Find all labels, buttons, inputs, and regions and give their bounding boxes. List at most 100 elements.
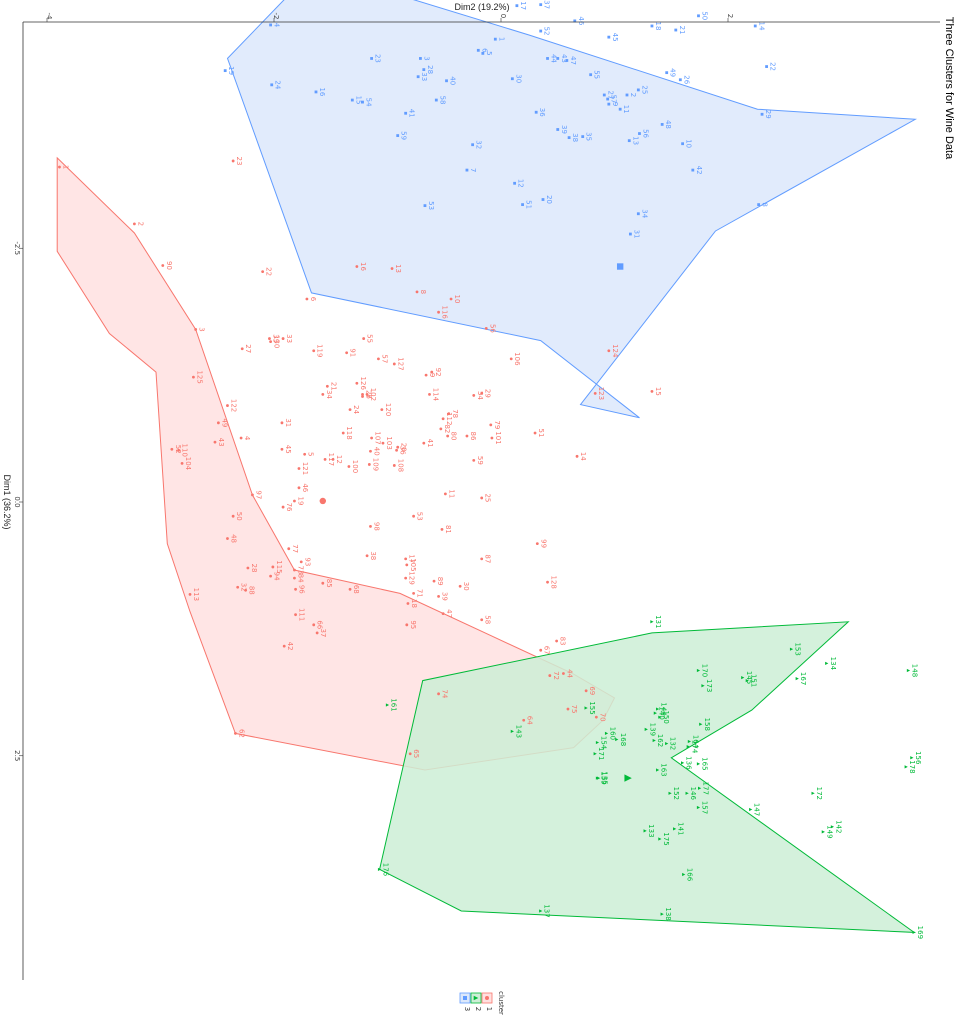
cluster-1-label-49: 49 xyxy=(220,418,228,427)
cluster-1-point-54 xyxy=(472,394,476,397)
cluster-1-point-35 xyxy=(268,337,271,340)
cluster-1-point-73 xyxy=(293,568,296,572)
cluster-1-label-4: 4 xyxy=(243,436,251,441)
cluster-3-label-1: 1 xyxy=(497,37,505,41)
cluster-1-label-75: 75 xyxy=(570,705,578,714)
cluster-1-point-25 xyxy=(480,496,484,500)
cluster-1-label-121: 121 xyxy=(301,462,309,475)
cluster-1-label-14: 14 xyxy=(579,452,587,461)
cluster-1-label-88: 88 xyxy=(248,586,256,595)
cluster-3-point-1 xyxy=(493,37,497,41)
cluster-2-point-141 xyxy=(673,827,677,831)
cluster-1-label-16: 16 xyxy=(359,262,367,271)
cluster-1-point-111 xyxy=(294,613,297,617)
cluster-1-label-113: 113 xyxy=(192,588,200,601)
cluster-2-label-165: 165 xyxy=(700,757,708,770)
cluster-2-label-143: 143 xyxy=(514,725,522,738)
x-tick-label-2.5: 2.5 xyxy=(13,750,21,761)
cluster-3-center xyxy=(616,263,624,270)
cluster-3-label-6: 6 xyxy=(480,48,488,53)
cluster-3-label-55: 55 xyxy=(593,70,601,79)
cluster-3-label-57: 57 xyxy=(610,95,618,104)
cluster-2-label-149: 149 xyxy=(825,825,833,838)
cluster-1-point-51 xyxy=(533,431,537,435)
cluster-1-label-15: 15 xyxy=(654,387,662,396)
cluster-1-point-119 xyxy=(312,349,316,353)
cluster-3-label-40: 40 xyxy=(449,76,457,85)
cluster-1-label-26: 26 xyxy=(365,390,373,399)
cluster-2-point-153 xyxy=(789,647,794,651)
cluster-1-point-22 xyxy=(261,270,265,273)
cluster-1-label-28: 28 xyxy=(250,564,258,573)
cluster-3-point-9 xyxy=(607,102,611,106)
cluster-1-point-21 xyxy=(325,384,329,388)
cluster-2-point-172 xyxy=(811,791,815,795)
cluster-1-point-108 xyxy=(392,464,396,467)
cluster-2-point-173 xyxy=(701,684,705,688)
cluster-1-label-8: 8 xyxy=(419,290,427,294)
cluster-3-label-52: 52 xyxy=(543,27,551,36)
cluster-3-point-32 xyxy=(471,143,475,147)
cluster-1-label-25: 25 xyxy=(484,493,492,502)
chart-text: Dim2 (19.2%) Dim1 (36.2%) Three Clusters… xyxy=(2,2,955,530)
cluster-2-point-155 xyxy=(584,706,588,710)
cluster-3-label-30: 30 xyxy=(514,74,522,83)
cluster-1-label-51: 51 xyxy=(537,429,545,438)
cluster-1-label-71: 71 xyxy=(416,589,424,598)
cluster-3-label-18: 18 xyxy=(654,22,662,31)
cluster-2-label-144: 144 xyxy=(660,702,668,716)
cluster-3-point-52 xyxy=(539,29,543,33)
cluster-2-point-138 xyxy=(660,912,664,916)
cluster-3-point-56 xyxy=(638,132,641,135)
cluster-3-label-48: 48 xyxy=(664,120,672,129)
cluster-3-label-44: 44 xyxy=(550,54,558,63)
cluster-3-label-9: 9 xyxy=(611,102,619,106)
cluster-1-point-23 xyxy=(231,159,235,163)
cluster-2-label-169: 169 xyxy=(916,926,924,939)
cluster-1-point-5 xyxy=(303,452,307,456)
cluster-1-label-104: 104 xyxy=(184,457,192,471)
cluster-1-center xyxy=(319,497,327,505)
cluster-3-label-38: 38 xyxy=(571,133,579,142)
cluster-2-point-151 xyxy=(745,679,749,683)
cluster-1-point-45 xyxy=(280,447,284,451)
legend-label-3: 3 xyxy=(463,1007,471,1011)
cluster-3-point-24 xyxy=(270,83,274,87)
cluster-2-label-173: 173 xyxy=(705,679,713,692)
cluster-1-point-82 xyxy=(439,427,443,431)
cluster-3-label-21: 21 xyxy=(678,26,686,35)
cluster-1-label-11: 11 xyxy=(447,489,455,498)
cluster-1-point-9 xyxy=(424,373,428,377)
cluster-1-label-6: 6 xyxy=(309,297,317,302)
cluster-3-label-45: 45 xyxy=(611,33,619,42)
cluster-2-hull xyxy=(379,621,916,933)
cluster-1-label-3: 3 xyxy=(198,327,206,331)
cluster-1-point-65 xyxy=(408,752,412,756)
cluster-1-point-79 xyxy=(489,423,493,427)
legend-marker-3 xyxy=(463,996,467,1000)
cluster-2-point-178 xyxy=(904,765,908,769)
legend-title: cluster xyxy=(497,991,505,1015)
cluster-1-label-79: 79 xyxy=(493,420,501,429)
cluster-2-label-159: 159 xyxy=(599,771,607,784)
cluster-1-label-68: 68 xyxy=(352,585,360,594)
cluster-1-label-129: 129 xyxy=(408,571,416,584)
cluster-1-label-89: 89 xyxy=(436,577,444,586)
cluster-1-point-10 xyxy=(449,297,453,301)
cluster-1-label-127: 127 xyxy=(396,357,404,370)
cluster-1-point-57 xyxy=(377,357,380,361)
cluster-1-point-85 xyxy=(321,581,325,585)
cluster-1-label-38: 38 xyxy=(369,551,377,560)
cluster-1-point-37 xyxy=(315,631,319,635)
cluster-1-label-83: 83 xyxy=(559,637,567,646)
cluster-1-label-110: 110 xyxy=(181,444,189,457)
cluster-2-point-140 xyxy=(653,711,657,715)
cluster-1-point-18 xyxy=(406,602,410,605)
point-labels: 1234567891011121314151617181920212223242… xyxy=(61,0,924,939)
legend-label-1: 1 xyxy=(485,1007,493,1011)
cluster-1-point-39 xyxy=(437,594,440,598)
cluster-1-point-32 xyxy=(236,585,240,589)
cluster-1-label-82: 82 xyxy=(443,424,451,433)
cluster-1-label-91: 91 xyxy=(349,348,357,357)
cluster-2-point-132 xyxy=(665,741,669,746)
